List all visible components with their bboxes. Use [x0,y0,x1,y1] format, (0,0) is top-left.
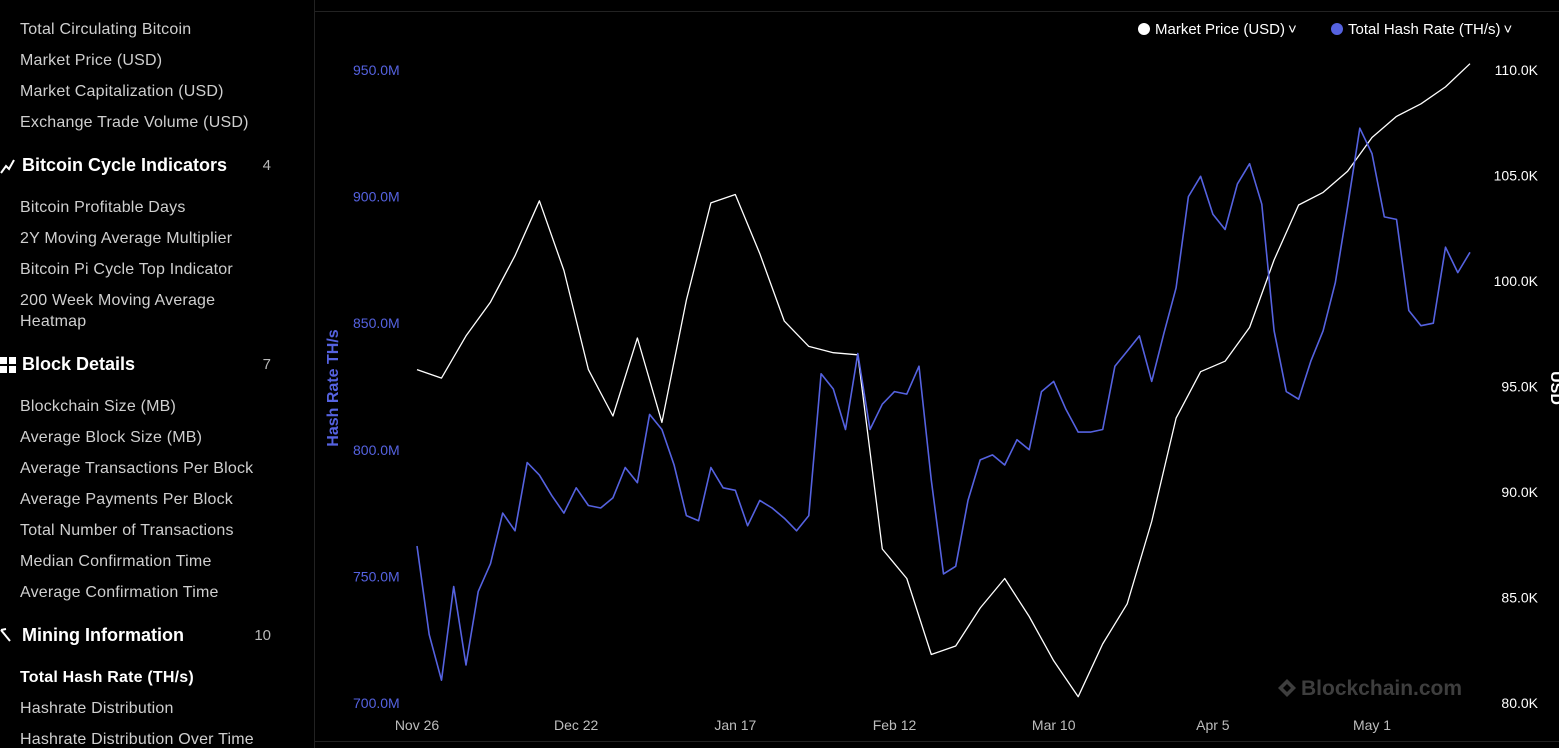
hash-rate-chart: 950.0M 900.0M 850.0M 800.0M 750.0M 700.0M 110… [325,62,1559,733]
sidebar-item-average-transactions-per-block[interactable]: Average Transactions Per Block [20,460,254,477]
sidebar-item-total-number-of-transactions[interactable]: Total Number of Transactions [20,522,234,539]
legend-market-price[interactable]: Market Price (USD) ˅ [1138,21,1297,38]
y-tick-label-right: 90.0K [1501,484,1538,500]
y-tick-label-right: 110.0K [1495,62,1539,78]
y-tick-label-left: 950.0M [353,62,400,78]
sidebar-divider [314,0,315,748]
section-block-details[interactable]: Block Details 7 [0,354,275,378]
section-count: 4 [262,157,271,174]
y-tick-label-left: 750.0M [353,568,400,584]
sidebar-item-200-week-moving-average-heatmap[interactable]: 200 Week Moving Average Heatmap [20,292,216,330]
sidebar-item-total-hash-rate[interactable]: Total Hash Rate (TH/s) [20,669,194,686]
sidebar-item-average-confirmation-time[interactable]: Average Confirmation Time [20,584,219,601]
y-tick-label-left: 900.0M [353,189,400,205]
sidebar-item-blockchain-size[interactable]: Blockchain Size (MB) [20,398,177,415]
sidebar-item-hashrate-distribution[interactable]: Hashrate Distribution [20,700,174,717]
chart-bottom-border [315,741,1559,742]
x-tick-label: Apr 5 [1196,717,1230,733]
section-count: 7 [262,356,271,373]
legend-dot-icon [1331,23,1343,35]
section-count: 10 [254,627,271,644]
sidebar-item-market-capitalization[interactable]: Market Capitalization (USD) [20,83,224,100]
section-title: Bitcoin Cycle Indicators [22,155,228,175]
sidebar-item-exchange-trade-volume[interactable]: Exchange Trade Volume (USD) [20,114,249,131]
legend-label: Total Hash Rate (TH/s) [1348,21,1501,38]
y-axis-label-left: Hash Rate TH/s [325,329,342,446]
blockchain-logo-icon [1278,679,1296,697]
blockchain-watermark: Blockchain.com [1278,677,1462,701]
y-axis-label-right: USD [1547,371,1559,405]
series-line-market-price [416,63,1471,698]
section-title: Mining Information [22,625,184,645]
sidebar-item-bitcoin-profitable-days[interactable]: Bitcoin Profitable Days [20,199,186,216]
y-tick-label-right: 80.0K [1501,695,1538,711]
sidebar-item-pi-cycle-top-indicator[interactable]: Bitcoin Pi Cycle Top Indicator [20,261,233,278]
sidebar-item-2y-moving-average-multiplier[interactable]: 2Y Moving Average Multiplier [20,230,233,247]
series-line-total-hash-rate [416,127,1471,682]
section-mining-information[interactable]: Mining Information 10 [0,625,275,649]
sidebar-item-total-circulating-bitcoin[interactable]: Total Circulating Bitcoin [20,21,192,38]
sidebar-item-average-payments-per-block[interactable]: Average Payments Per Block [20,491,234,508]
sidebar-item-hashrate-distribution-over-time[interactable]: Hashrate Distribution Over Time [20,731,254,748]
y-tick-label-left: 800.0M [353,442,400,458]
sidebar-item-median-confirmation-time[interactable]: Median Confirmation Time [20,553,212,570]
sidebar-nav: Total Circulating Bitcoin Market Price (… [0,0,300,748]
legend-label: Market Price (USD) [1155,21,1286,38]
x-axis-ticks: Nov 26 Dec 22 Jan 17 Feb 12 Mar 10 Apr 5 May 1 [395,717,1392,733]
y-tick-label-right: 100.0K [1494,273,1539,289]
chevron-down-icon: ˅ [1288,21,1297,38]
x-tick-label: Jan 17 [714,717,756,733]
pickaxe-icon [0,628,11,642]
x-tick-label: Feb 12 [873,717,917,733]
y-tick-label-right: 85.0K [1501,590,1538,606]
x-tick-label: May 1 [1353,717,1391,733]
y-tick-label-right: 105.0K [1494,168,1539,184]
y-tick-label-right: 95.0K [1501,379,1538,395]
y-tick-label-left: 850.0M [353,315,400,331]
chart-top-border [315,11,1559,12]
legend-total-hash-rate[interactable]: Total Hash Rate (TH/s) ˅ [1331,21,1512,38]
sidebar-item-average-block-size[interactable]: Average Block Size (MB) [20,429,203,446]
grid-icon [0,357,16,373]
y-tick-label-left: 700.0M [353,695,400,711]
left-axis-ticks: 950.0M 900.0M 850.0M 800.0M 750.0M 700.0M [353,62,400,711]
chart-line-icon [0,159,15,174]
right-axis-ticks: 110.0K 105.0K 100.0K 95.0K 90.0K 85.0K 80.0K [1494,62,1539,711]
section-title: Block Details [22,354,136,374]
x-tick-label: Nov 26 [395,717,440,733]
sidebar-item-market-price[interactable]: Market Price (USD) [20,52,163,69]
x-tick-label: Mar 10 [1032,717,1076,733]
x-tick-label: Dec 22 [554,717,599,733]
chevron-down-icon: ˅ [1503,21,1513,38]
legend-dot-icon [1138,23,1150,35]
watermark-text: Blockchain.com [1301,677,1463,700]
section-bitcoin-cycle-indicators[interactable]: Bitcoin Cycle Indicators 4 [0,155,275,179]
